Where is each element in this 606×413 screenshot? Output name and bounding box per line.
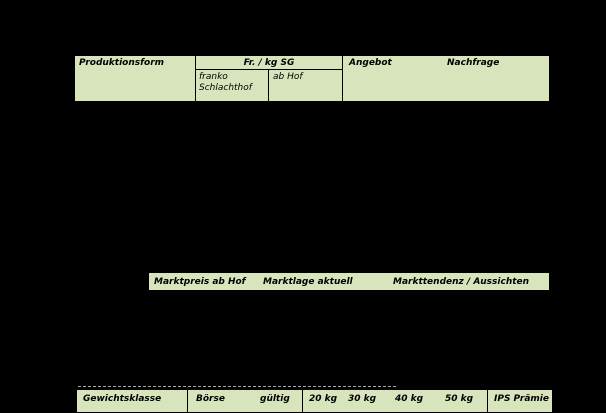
marktlage-aktuell-label: Marktlage aktuell (263, 277, 353, 287)
produktionsform-header-cell: Produktionsform (75, 56, 196, 101)
ab-hof-subheader-cell: ab Hof (273, 72, 303, 82)
franko-schlachthof-subheader-cell: franko Schlachthof (196, 70, 269, 101)
gueltig-header-label: gültig (260, 394, 290, 404)
price-table-header: Produktionsform Fr. / kg SG franko Schla… (74, 55, 550, 102)
nachfrage-header-label: Nachfrage (447, 58, 500, 68)
dashed-separator-line (78, 386, 396, 387)
marktpreis-ab-hof-label: Marktpreis ab Hof (154, 277, 246, 287)
markttendenz-aussichten-label: Markttendenz / Aussichten (393, 277, 530, 287)
angebot-nachfrage-header-cell: Angebot Nachfrage (342, 56, 549, 101)
gewichtsklasse-header-cell: Gewichtsklasse (77, 390, 188, 412)
weight-40kg-label: 40 kg (395, 394, 424, 404)
weight-30kg-label: 30 kg (348, 394, 377, 404)
weight-class-table-header: Gewichtsklasse Börse gültig 20 kg 30 kg … (76, 389, 553, 413)
weight-20kg-label: 20 kg (309, 394, 338, 404)
price-per-kg-header-cell: Fr. / kg SG (196, 56, 342, 70)
boerse-header-label: Börse (196, 394, 225, 404)
weight-columns-header-cell: 20 kg 30 kg 40 kg 50 kg (303, 390, 488, 412)
boerse-gueltig-header-cell: Börse gültig (188, 390, 303, 412)
market-report-page: { "canvas": { "background_color": "#0000… (74, 55, 553, 413)
weight-50kg-label: 50 kg (445, 394, 474, 404)
ips-praemie-header-cell: IPS Prämie (494, 394, 549, 404)
angebot-header-label: Angebot (349, 58, 392, 68)
market-situation-header-bar: Marktpreis ab Hof Marktlage aktuell Mark… (148, 272, 550, 291)
